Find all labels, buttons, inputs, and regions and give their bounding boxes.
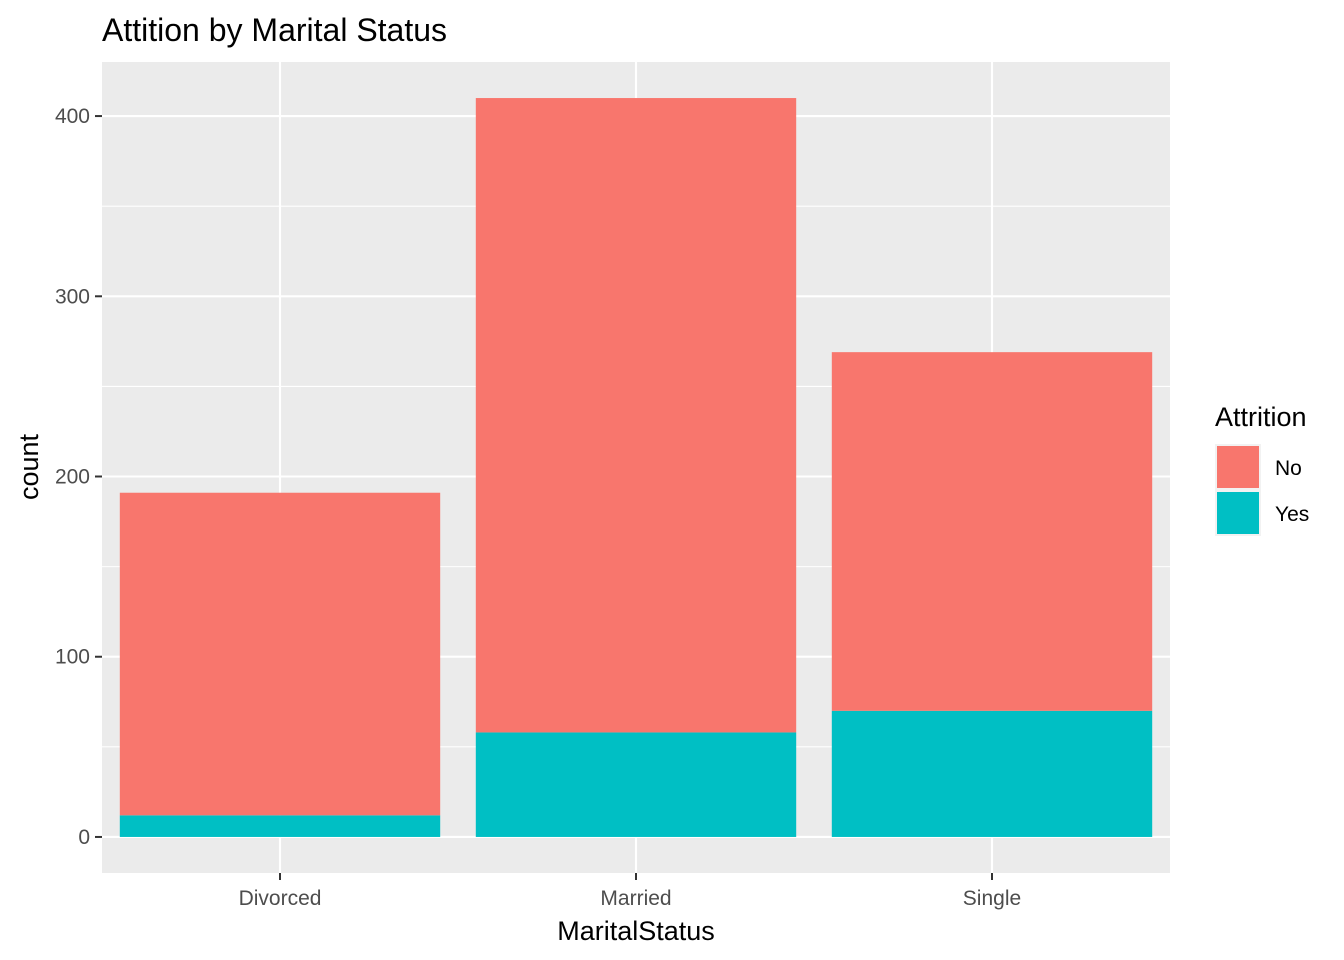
y-axis: 0 100 200 300 400 — [55, 105, 102, 849]
legend-swatch-no — [1217, 446, 1259, 488]
x-axis: Divorced Married Single — [239, 873, 1021, 910]
bar-divorced-yes — [119, 815, 441, 837]
legend: Attrition No Yes — [1215, 402, 1309, 536]
x-tick-label: Married — [600, 887, 671, 910]
bar-married-no — [475, 98, 797, 733]
legend-label-no: No — [1275, 457, 1302, 480]
bars — [119, 98, 1153, 837]
chart-title: Attition by Marital Status — [102, 12, 447, 48]
bar-married-yes — [475, 732, 797, 837]
bar-single-yes — [831, 710, 1153, 837]
x-tick-label: Divorced — [239, 887, 322, 910]
y-tick-label: 400 — [55, 105, 90, 128]
x-axis-title: MaritalStatus — [557, 916, 715, 946]
y-tick-label: 100 — [55, 646, 90, 669]
bar-single-no — [831, 352, 1153, 711]
x-tick-label: Single — [963, 887, 1021, 910]
y-axis-title: count — [14, 433, 44, 500]
bar-divorced-no — [119, 492, 441, 816]
y-tick-label: 300 — [55, 285, 90, 308]
y-tick-label: 0 — [78, 826, 90, 849]
y-tick-label: 200 — [55, 466, 90, 489]
legend-label-yes: Yes — [1275, 503, 1309, 526]
legend-title: Attrition — [1215, 402, 1307, 432]
legend-swatch-yes — [1217, 492, 1259, 534]
